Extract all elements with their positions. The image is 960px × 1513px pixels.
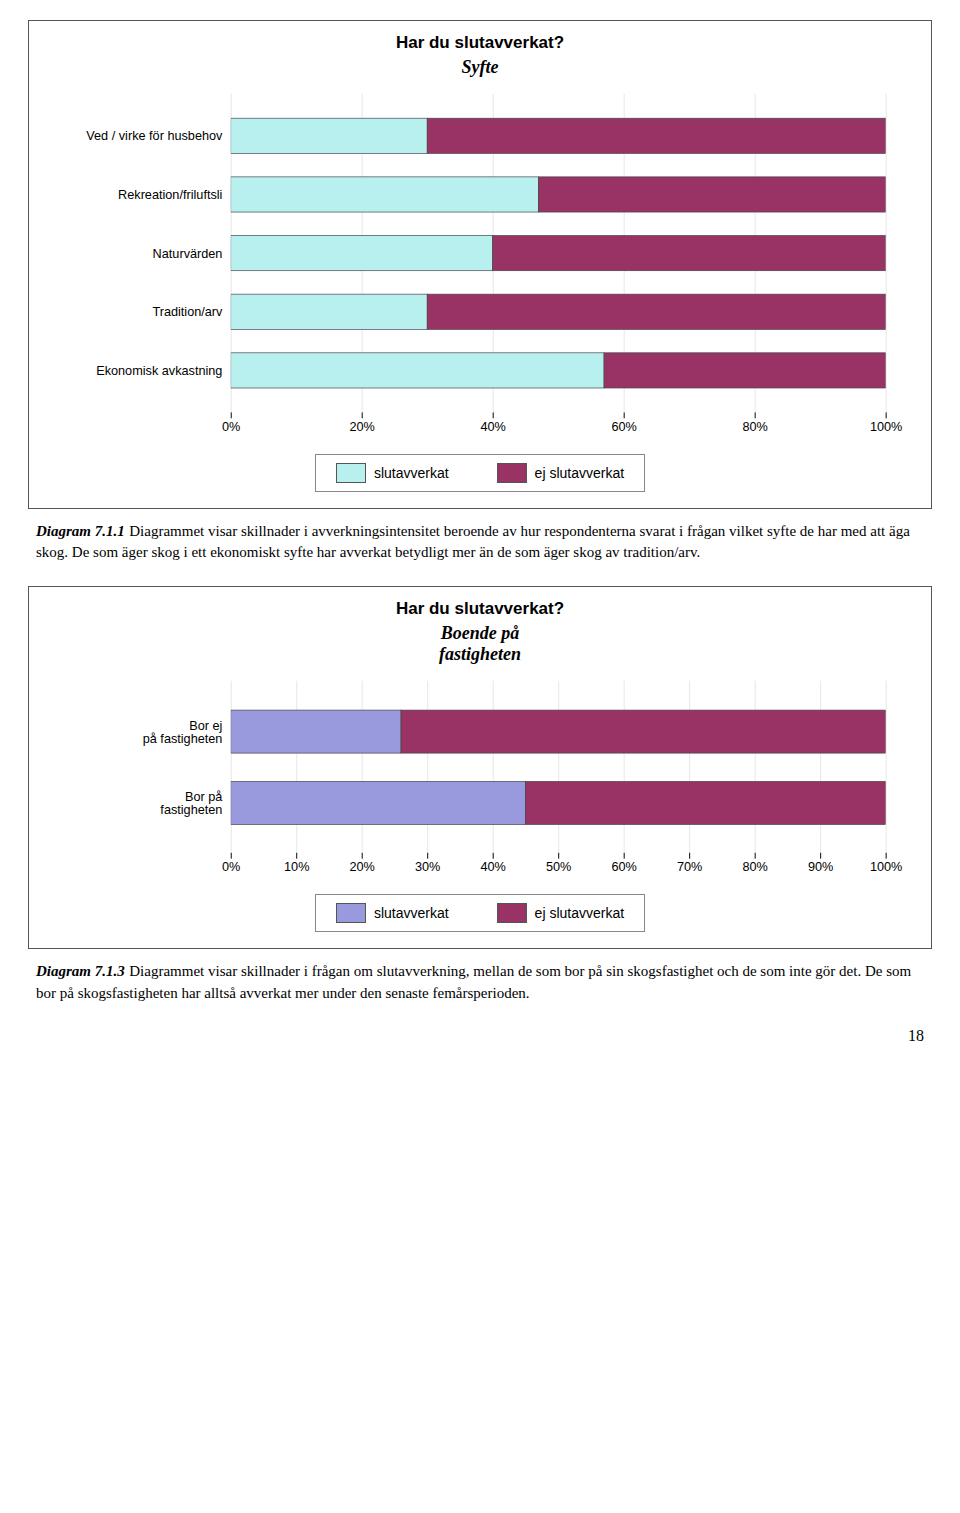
html-text:ej slutavverkat: ej slutavverkat xyxy=(534,905,625,922)
svg-text:40%: 40% xyxy=(480,420,505,434)
svg-text:40%: 40% xyxy=(480,860,505,874)
svg-text:100%: 100% xyxy=(870,860,902,874)
svg-text:70%: 70% xyxy=(677,860,702,874)
html-text:Syfte: Syfte xyxy=(461,57,499,77)
svg-text:Bor påfastigheten: Bor påfastigheten xyxy=(160,790,223,817)
html-text:Boende på fastigheten: Boende på fastigheten xyxy=(439,623,521,665)
svg-text:50%: 50% xyxy=(546,860,571,874)
svg-text:60%: 60% xyxy=(611,420,636,434)
svg-text:Tradition/arv: Tradition/arv xyxy=(152,305,223,319)
html-text:slutavverkat: slutavverkat xyxy=(373,464,449,481)
svg-text:Bor ejpå fastigheten: Bor ejpå fastigheten xyxy=(143,719,223,746)
html-text:slutavverkat: slutavverkat xyxy=(373,905,449,922)
svg-text:10%: 10% xyxy=(284,860,309,874)
svg-text:100%: 100% xyxy=(870,420,902,434)
html-text:Har du slutavverkat?: Har du slutavverkat? xyxy=(395,599,565,619)
svg-text:80%: 80% xyxy=(742,860,767,874)
html-text:18: 18 xyxy=(908,1026,924,1044)
html-text:Har du slutavverkat?: Har du slutavverkat? xyxy=(395,33,565,52)
svg-text:20%: 20% xyxy=(350,420,375,434)
svg-text:0%: 0% xyxy=(222,420,240,434)
svg-text:Naturvärden: Naturvärden xyxy=(153,247,223,261)
svg-text:60%: 60% xyxy=(611,860,636,874)
svg-text:Ekonomisk avkastning: Ekonomisk avkastning xyxy=(96,364,222,378)
html-text:ej slutavverkat: ej slutavverkat xyxy=(534,464,625,481)
html-text:Diagram 7.1.3 Diagrammet visar: Diagram 7.1.3 Diagrammet visar skillnade… xyxy=(36,963,912,1001)
svg-text:Rekreation/friluftsli: Rekreation/friluftsli xyxy=(118,188,222,202)
svg-text:30%: 30% xyxy=(415,860,440,874)
svg-text:Ved / virke för husbehov: Ved / virke för husbehov xyxy=(86,129,223,143)
svg-text:90%: 90% xyxy=(808,860,833,874)
svg-text:0%: 0% xyxy=(222,860,240,874)
html-text:Diagram 7.1.1 Diagrammet visar: Diagram 7.1.1 Diagrammet visar skillnade… xyxy=(36,522,910,561)
svg-text:80%: 80% xyxy=(742,420,767,434)
svg-text:20%: 20% xyxy=(350,860,375,874)
